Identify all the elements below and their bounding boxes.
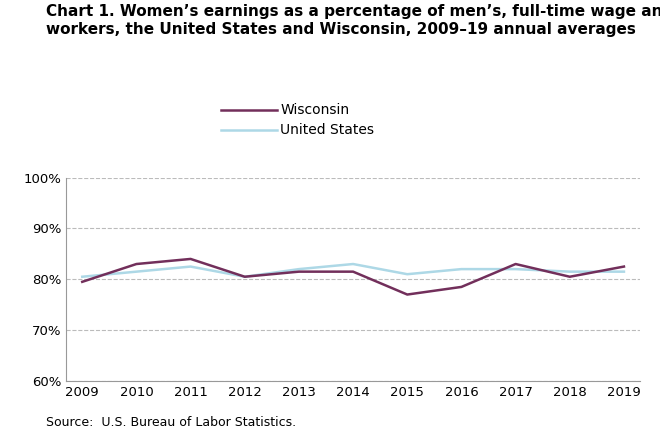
- Text: Source:  U.S. Bureau of Labor Statistics.: Source: U.S. Bureau of Labor Statistics.: [46, 416, 296, 429]
- Text: Chart 1. Women’s earnings as a percentage of men’s, full-time wage and salary
wo: Chart 1. Women’s earnings as a percentag…: [46, 4, 660, 37]
- Text: United States: United States: [280, 123, 374, 137]
- Text: Wisconsin: Wisconsin: [280, 103, 350, 117]
